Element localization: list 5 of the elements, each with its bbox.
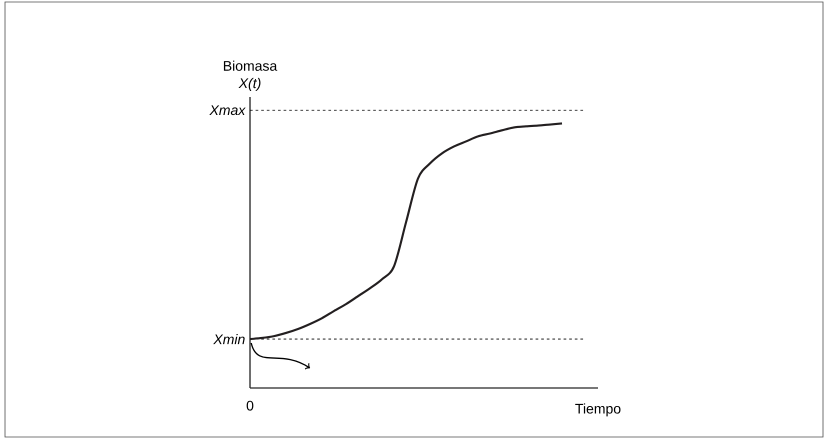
- ref-line-label: Xmax: [209, 105, 246, 116]
- x-axis-title: Tiempo: [575, 403, 620, 416]
- ref-line-label: Xmin: [213, 334, 245, 344]
- y-axis-title: Biomasa X(t): [224, 60, 278, 91]
- text: 0: [246, 400, 254, 411]
